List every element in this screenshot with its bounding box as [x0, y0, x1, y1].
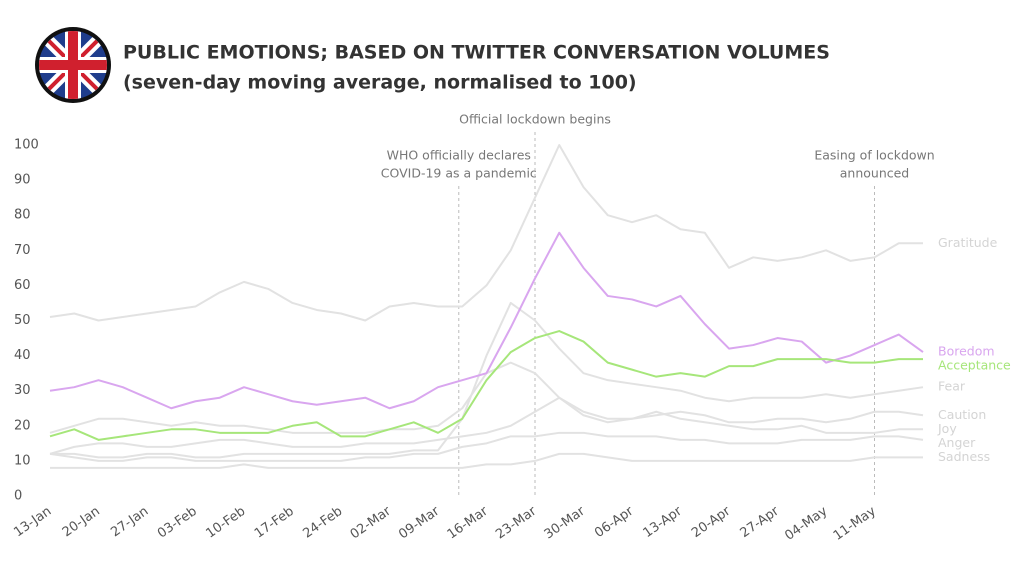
y-tick-label: 60: [14, 278, 31, 293]
series-label: Caution: [938, 407, 986, 422]
x-tick-label: 17-Feb: [252, 504, 297, 542]
x-tick-label: 10-Feb: [203, 504, 248, 542]
x-tick-label: 16-Mar: [445, 503, 492, 542]
series-line: [49, 396, 923, 455]
annotation-text: COVID-19 as a pandemic: [381, 166, 537, 181]
x-tick-label: 20-Jan: [60, 504, 103, 540]
chart-title: PUBLIC EMOTIONS; BASED ON TWITTER CONVER…: [123, 42, 830, 64]
y-tick-label: 0: [14, 489, 22, 504]
series-line: [49, 144, 923, 322]
series-line: [49, 330, 923, 441]
annotation-text: WHO officially declares: [387, 148, 531, 163]
y-tick-label: 50: [14, 313, 31, 328]
series-label: Joy: [937, 421, 957, 436]
x-tick-label: 27-Jan: [108, 504, 151, 540]
series-label: Anger: [938, 435, 976, 450]
series-label: Fear: [938, 379, 966, 394]
annotation-text: announced: [840, 166, 910, 181]
y-tick-label: 70: [14, 243, 31, 258]
x-tick-label: 13-Apr: [641, 503, 686, 541]
x-tick-label: 02-Mar: [348, 503, 395, 542]
y-tick-label: 80: [14, 208, 31, 223]
y-tick-label: 30: [14, 383, 31, 398]
series-line: [49, 431, 924, 462]
y-tick-label: 40: [14, 348, 31, 363]
series-label: Boredom: [938, 344, 995, 359]
x-tick-label: 23-Mar: [493, 503, 540, 542]
x-tick-label: 13-Jan: [11, 504, 54, 540]
x-tick-label: 30-Mar: [542, 503, 589, 542]
x-tick-label: 11-May: [831, 504, 879, 544]
chart-subtitle: (seven-day moving average, normalised to…: [123, 72, 637, 94]
x-tick-label: 09-Mar: [396, 503, 443, 542]
x-tick-label: 03-Feb: [155, 504, 200, 542]
series-line: [49, 231, 924, 410]
series-line: [50, 301, 924, 459]
x-tick-label: 24-Feb: [300, 504, 345, 542]
annotation-text: Easing of lockdown: [814, 148, 934, 163]
series-line: [50, 452, 923, 469]
x-tick-label: 04-May: [782, 504, 830, 544]
y-tick-label: 10: [14, 453, 31, 468]
flag-icon: [35, 27, 111, 103]
series-label: Acceptance: [938, 358, 1011, 373]
series-label: Gratitude: [938, 235, 998, 250]
x-tick-label: 20-Apr: [689, 503, 734, 541]
series-label: Sadness: [938, 449, 990, 464]
y-tick-label: 90: [14, 173, 31, 188]
y-tick-label: 20: [14, 418, 31, 433]
y-tick-label: 100: [14, 138, 39, 153]
x-tick-label: 06-Apr: [592, 503, 637, 541]
annotation-text: Official lockdown begins: [459, 112, 611, 127]
x-tick-label: 27-Apr: [738, 503, 783, 541]
